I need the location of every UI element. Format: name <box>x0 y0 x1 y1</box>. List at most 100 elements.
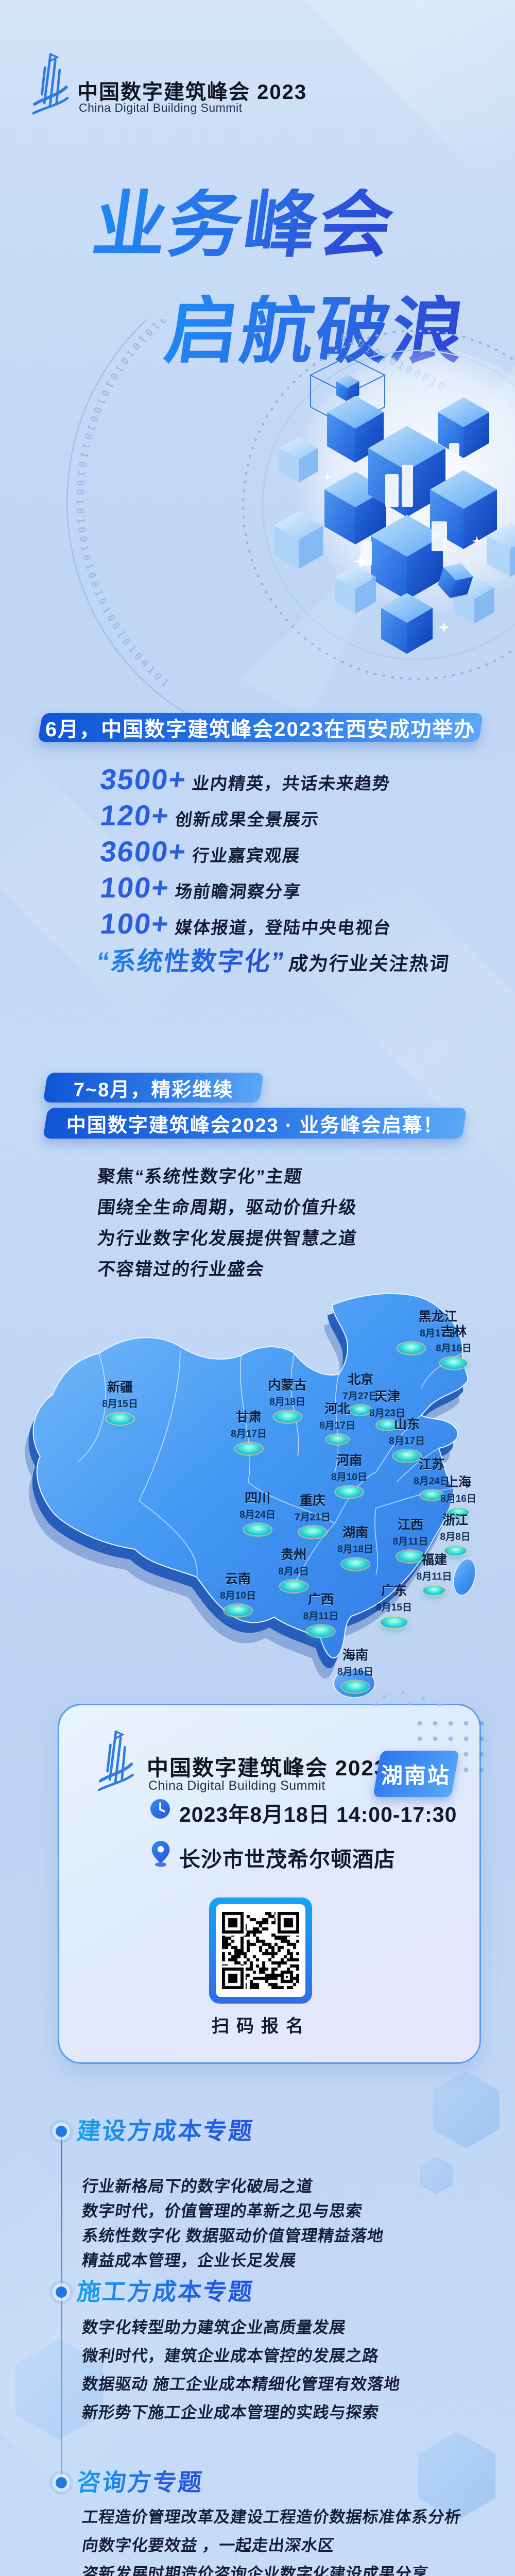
map-marker: 贵州 8月4日 <box>278 1548 309 1592</box>
hot-word-line: “系统性数字化” 成为行业关注热词 <box>95 941 453 978</box>
beacon-icon <box>440 1357 467 1369</box>
province-date: 7月21日 <box>295 1512 331 1523</box>
july-banner-line2-text: 中国数字建筑峰会2023 · 业务峰会启幕！ <box>66 1114 444 1137</box>
hero-cube-art: 1010101010101001011010010100101001010010… <box>66 319 515 727</box>
qr-caption: 扫码报名 <box>212 2016 311 2036</box>
july-banner-line1-text: 7~8月，精彩继续 <box>73 1079 234 1101</box>
province-date: 8月11日 <box>303 1611 339 1622</box>
map-marker: 福建 8月11日 <box>417 1553 452 1595</box>
province-date: 8月18日 <box>337 1544 373 1555</box>
province-date: 8月10日 <box>331 1471 367 1483</box>
intro-line: 不容错过的行业盛会 <box>96 1260 266 1279</box>
province-date: 8月11日 <box>416 1571 452 1582</box>
province-date: 7月27日 <box>342 1391 379 1402</box>
header-logo-title: 中国数字建筑峰会 2023 <box>77 81 307 104</box>
map-marker: 江苏 8月24日 <box>414 1458 450 1500</box>
stat-number: 100+ <box>98 907 172 940</box>
province-date: 8月24日 <box>414 1476 450 1487</box>
beacon-icon <box>393 1450 420 1462</box>
province-name: 江西 <box>397 1518 423 1532</box>
station-badge-text: 湖南站 <box>381 1763 451 1788</box>
deco-cube <box>433 2071 500 2148</box>
topic-bullet <box>56 2286 67 2298</box>
light-streak <box>274 846 515 1204</box>
province-name: 江苏 <box>418 1458 445 1472</box>
stat-row: 3600+ 行业嘉宾观展 <box>98 835 303 868</box>
intro-line: 聚焦“系统性数字化”主题 <box>96 1167 304 1187</box>
map-marker: 内蒙古 8月18日 <box>268 1378 307 1422</box>
province-date: 8月17日 <box>231 1428 267 1439</box>
province-date: 8月23日 <box>369 1408 405 1419</box>
province-name: 甘肃 <box>235 1410 262 1425</box>
map-marker: 海南 8月16日 <box>337 1648 373 1692</box>
stat-row: 3500+ 业内精英，共话未来趋势 <box>98 762 393 796</box>
map-marker: 浙江 8月8日 <box>440 1513 471 1555</box>
topic-title: 咨询方专题 <box>76 2464 205 2498</box>
map-marker: 北京 7月27日 <box>342 1372 379 1415</box>
map-marker: 广西 8月11日 <box>303 1592 339 1637</box>
province-name: 上海 <box>445 1475 472 1489</box>
province-name: 四川 <box>244 1491 271 1505</box>
province-name: 广西 <box>307 1592 334 1607</box>
hot-word-rest: 成为行业关注热词 <box>287 953 451 974</box>
province-date: 8月15日 <box>376 1602 412 1613</box>
june-banner: 6月，中国数字建筑峰会2023在西安成功举办 <box>38 713 484 742</box>
map-marker: 河北 8月17日 <box>319 1402 355 1444</box>
topic-item: 数字时代，价值管理的革新之见与思索 <box>81 2202 364 2220</box>
stat-label: 行业嘉宾观展 <box>191 846 302 865</box>
beacon-icon <box>335 1486 363 1498</box>
province-name: 北京 <box>347 1372 374 1387</box>
topic-item: 工程造价管理改革及建设工程造价数据标准体系分析 <box>81 2508 463 2526</box>
july-banner-line2: 中国数字建筑峰会2023 · 业务峰会启幕！ <box>43 1108 467 1139</box>
province-name: 黑龙江 <box>418 1310 457 1324</box>
july-banner-line1: 7~8月，精彩继续 <box>43 1073 264 1103</box>
stat-number: 3500+ <box>98 763 189 795</box>
card-logo-icon <box>98 1730 134 1791</box>
province-name: 湖南 <box>342 1526 369 1540</box>
topic-item: 咨新发展时期造价咨询企业数字化建设成果分享 <box>81 2565 430 2576</box>
topic-title: 建设方成本专题 <box>76 2112 256 2146</box>
deco-cube <box>420 2156 453 2194</box>
beacon-icon <box>280 1580 307 1592</box>
intro-line: 为行业数字化发展提供智慧之道 <box>96 1229 358 1248</box>
topic-title: 施工方成本专题 <box>76 2273 256 2307</box>
province-date: 8月18日 <box>269 1396 305 1408</box>
topic-connector-line <box>61 2133 62 2483</box>
province-date: 8月16日 <box>440 1493 476 1504</box>
province-name: 海南 <box>342 1648 369 1663</box>
beacon-icon <box>341 1681 369 1692</box>
qr-code[interactable] <box>209 1897 312 2004</box>
beacon-icon <box>444 1546 466 1555</box>
beacon-icon <box>326 1434 348 1444</box>
province-date: 8月15日 <box>102 1398 138 1410</box>
topic-item: 向数字化要效益 ，一起走出深水区 <box>81 2536 336 2554</box>
beacon-icon <box>235 1443 262 1454</box>
province-date: 8月8日 <box>440 1531 471 1543</box>
province-date: 8月17日 <box>389 1435 425 1447</box>
beacon-icon <box>380 1616 407 1628</box>
province-name: 贵州 <box>280 1548 307 1562</box>
intro-line: 围绕全生命周期，驱动价值升级 <box>96 1198 358 1217</box>
province-name: 山东 <box>393 1417 420 1432</box>
card-logo-title: 中国数字建筑峰会 2023 <box>147 1756 388 1780</box>
location-icon <box>151 1841 170 1867</box>
province-name: 内蒙古 <box>268 1378 307 1393</box>
province-date: 8月16日 <box>337 1666 373 1677</box>
map-marker: 江西 8月11日 <box>393 1518 428 1562</box>
province-name: 天津 <box>374 1389 401 1404</box>
province-date: 8月10日 <box>220 1590 256 1601</box>
beacon-icon <box>106 1413 133 1425</box>
topic-bullet <box>56 2477 67 2488</box>
province-date: 8月4日 <box>278 1566 309 1577</box>
beacon-icon <box>350 1405 371 1415</box>
topic-item: 精益成本管理，企业长足发展 <box>81 2251 298 2269</box>
stat-row: 100+ 场前瞻洞察分享 <box>98 871 304 904</box>
province-date: 8月16日 <box>436 1343 472 1354</box>
beacon-icon <box>423 1585 445 1595</box>
map-marker: 上海 8月16日 <box>440 1475 476 1517</box>
topic-item: 系统性数字化 数据驱动价值管理精益落地 <box>81 2227 385 2245</box>
province-name: 河北 <box>324 1402 351 1416</box>
beacon-icon <box>307 1625 334 1637</box>
map-marker: 黑龙江 8月17日 <box>398 1310 457 1354</box>
